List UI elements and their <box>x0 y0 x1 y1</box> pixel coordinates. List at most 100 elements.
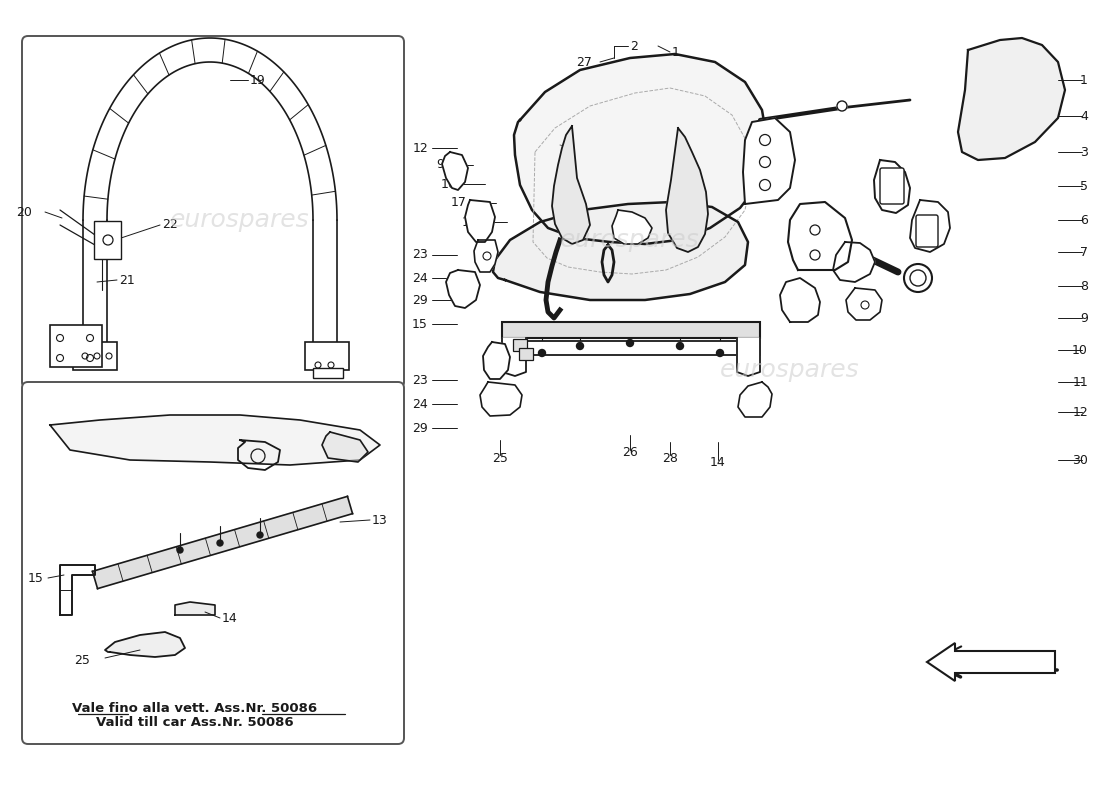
FancyBboxPatch shape <box>513 339 527 351</box>
FancyBboxPatch shape <box>22 36 404 388</box>
Polygon shape <box>82 210 107 216</box>
Polygon shape <box>125 81 144 102</box>
Polygon shape <box>142 64 157 86</box>
Polygon shape <box>233 42 242 67</box>
Polygon shape <box>129 78 146 99</box>
Polygon shape <box>91 150 116 163</box>
Polygon shape <box>50 415 380 465</box>
Polygon shape <box>270 72 286 94</box>
Polygon shape <box>217 38 222 62</box>
Circle shape <box>576 342 583 350</box>
Polygon shape <box>289 105 310 123</box>
Polygon shape <box>185 41 192 65</box>
Text: 14: 14 <box>711 457 726 470</box>
Polygon shape <box>249 51 261 75</box>
Text: 27: 27 <box>576 55 592 69</box>
Polygon shape <box>253 55 266 78</box>
Polygon shape <box>163 50 174 74</box>
Text: 6: 6 <box>1080 214 1088 226</box>
Text: Valid till car Ass.Nr. 50086: Valid till car Ass.Nr. 50086 <box>96 717 294 730</box>
Polygon shape <box>261 62 275 85</box>
Polygon shape <box>178 42 187 67</box>
Text: 1: 1 <box>1080 74 1088 86</box>
Polygon shape <box>552 126 590 244</box>
Polygon shape <box>283 90 301 110</box>
Polygon shape <box>296 120 318 137</box>
Polygon shape <box>309 173 333 183</box>
Polygon shape <box>108 109 129 126</box>
Polygon shape <box>312 201 337 207</box>
Polygon shape <box>958 38 1065 160</box>
Polygon shape <box>311 191 336 199</box>
Polygon shape <box>738 382 772 417</box>
Polygon shape <box>175 44 185 68</box>
Polygon shape <box>188 40 195 64</box>
FancyBboxPatch shape <box>305 342 349 370</box>
Polygon shape <box>198 38 204 62</box>
Polygon shape <box>666 128 708 252</box>
Text: 13: 13 <box>372 514 387 526</box>
Polygon shape <box>147 59 162 82</box>
Polygon shape <box>87 168 111 178</box>
Text: 28: 28 <box>662 451 678 465</box>
Polygon shape <box>160 51 172 75</box>
Text: eurospares: eurospares <box>170 208 310 232</box>
Polygon shape <box>84 201 108 207</box>
Polygon shape <box>493 202 748 300</box>
Polygon shape <box>224 40 232 64</box>
Polygon shape <box>195 38 200 63</box>
Text: 14: 14 <box>222 611 238 625</box>
Polygon shape <box>95 141 118 155</box>
FancyBboxPatch shape <box>916 215 938 247</box>
Polygon shape <box>89 158 113 170</box>
Text: 3: 3 <box>1080 146 1088 158</box>
Text: 17: 17 <box>451 197 468 210</box>
Polygon shape <box>243 48 254 72</box>
Polygon shape <box>168 46 179 70</box>
Circle shape <box>539 350 546 357</box>
Polygon shape <box>612 210 652 244</box>
Polygon shape <box>85 182 109 191</box>
Circle shape <box>837 101 847 111</box>
Polygon shape <box>131 74 147 97</box>
Text: 23: 23 <box>412 374 428 386</box>
Polygon shape <box>119 90 138 110</box>
Polygon shape <box>182 42 189 66</box>
Polygon shape <box>272 74 289 97</box>
Polygon shape <box>220 38 225 63</box>
Polygon shape <box>292 109 312 126</box>
Polygon shape <box>788 202 853 270</box>
Text: 23: 23 <box>412 249 428 262</box>
Polygon shape <box>90 154 114 167</box>
FancyBboxPatch shape <box>73 342 117 370</box>
Polygon shape <box>293 112 315 130</box>
Polygon shape <box>112 101 132 120</box>
Polygon shape <box>123 84 142 105</box>
Polygon shape <box>136 69 153 91</box>
Polygon shape <box>251 53 264 77</box>
Polygon shape <box>314 215 337 220</box>
Polygon shape <box>312 196 337 203</box>
Circle shape <box>217 540 223 546</box>
Circle shape <box>257 532 263 538</box>
Polygon shape <box>86 177 110 187</box>
Polygon shape <box>230 42 239 66</box>
FancyBboxPatch shape <box>314 368 343 378</box>
Polygon shape <box>265 66 282 89</box>
Polygon shape <box>104 632 185 657</box>
Polygon shape <box>85 186 109 195</box>
Polygon shape <box>442 152 468 190</box>
Polygon shape <box>139 66 155 89</box>
Polygon shape <box>106 112 127 130</box>
Polygon shape <box>110 105 130 123</box>
Polygon shape <box>284 94 304 114</box>
Text: 30: 30 <box>1072 454 1088 466</box>
Polygon shape <box>299 128 321 144</box>
Text: 8: 8 <box>1080 279 1088 293</box>
Text: 24: 24 <box>412 271 428 285</box>
Polygon shape <box>144 62 159 85</box>
Polygon shape <box>465 200 495 242</box>
Polygon shape <box>191 39 198 64</box>
Polygon shape <box>87 173 111 183</box>
Polygon shape <box>310 177 334 187</box>
